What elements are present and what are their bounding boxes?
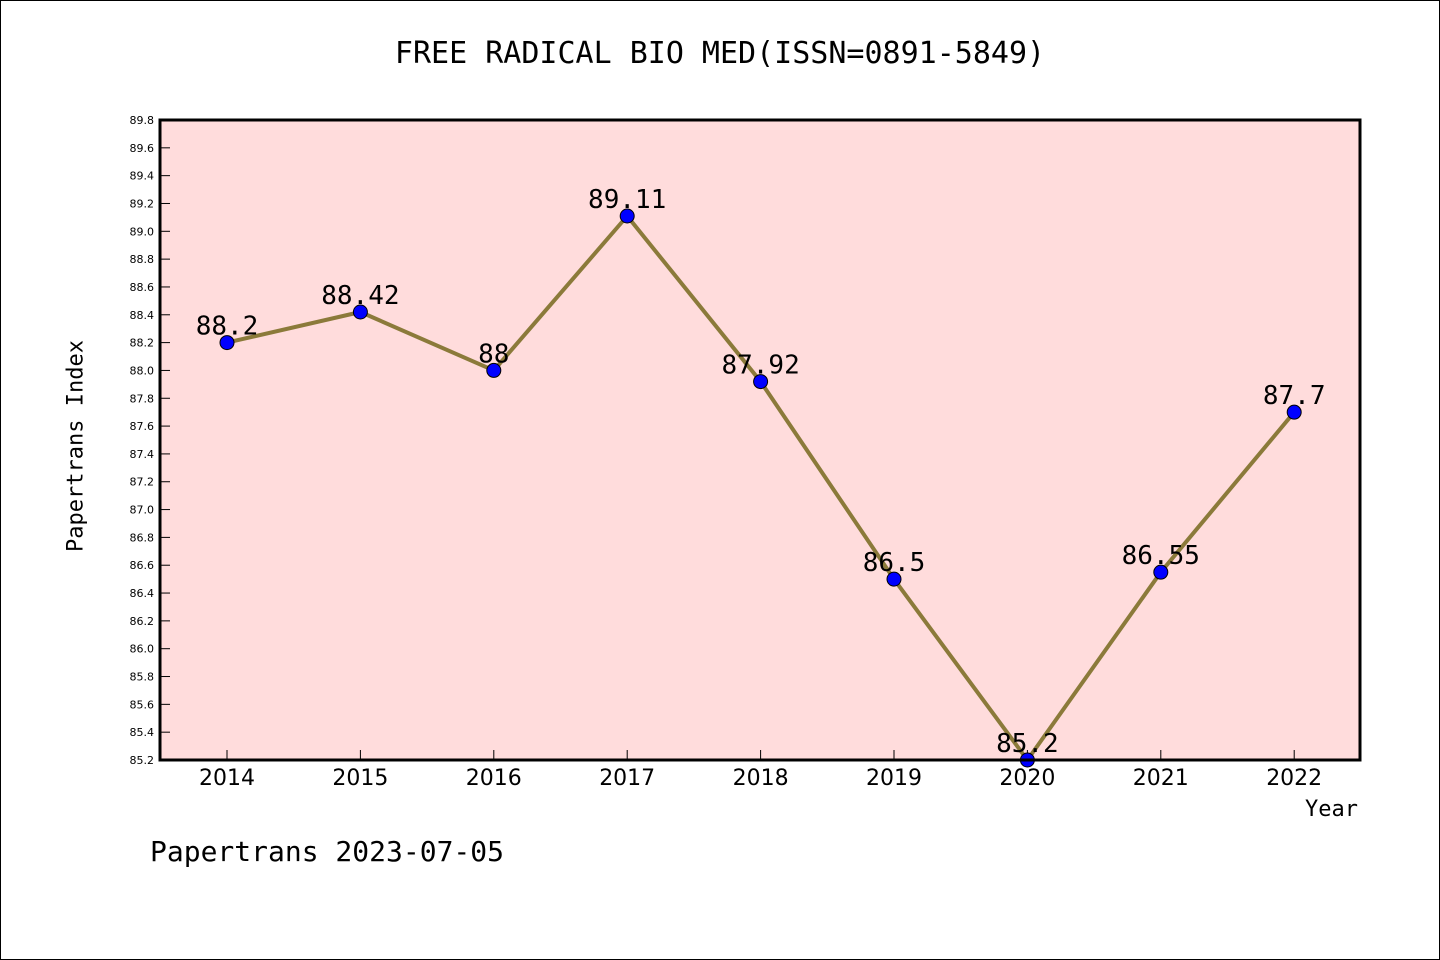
y-tick-label: 86.4 xyxy=(130,587,155,600)
x-axis-ticks: 2014 2015 2016 2017 2018 2019 2020 2021 2022 xyxy=(199,750,1322,791)
y-axis-label: Papertrans Index xyxy=(63,340,89,552)
y-tick-label: 87.0 xyxy=(130,504,155,517)
data-point xyxy=(753,374,769,390)
y-tick-label: 88.6 xyxy=(130,281,155,294)
y-tick-label: 85.2 xyxy=(130,754,155,767)
y-tick-label: 88.8 xyxy=(130,253,155,266)
data-label: 87.92 xyxy=(721,351,799,381)
x-tick-label: 2020 xyxy=(999,766,1055,791)
y-tick-label: 87.4 xyxy=(130,448,155,461)
data-label: 88.2 xyxy=(196,312,259,342)
y-tick-label: 87.2 xyxy=(130,476,155,489)
data-point xyxy=(219,335,235,351)
x-tick-label: 2014 xyxy=(199,766,255,791)
data-label: 85.2 xyxy=(996,729,1059,759)
y-axis-ticks: 85.2 85.4 85.6 85.8 86.0 86.2 86.4 86.6 86.8 87.0… xyxy=(130,114,170,767)
data-label: 86.55 xyxy=(1122,541,1200,571)
x-tick-label: 2018 xyxy=(733,766,789,791)
data-labels: 88.2 88.42 88 89.11 87.92 86.5 85.2 86.55 87.7 xyxy=(196,185,1326,759)
data-point xyxy=(886,571,902,587)
chart-title: FREE RADICAL BIO MED(ISSN=0891-5849) xyxy=(394,36,1046,71)
data-label: 86.5 xyxy=(863,548,926,578)
y-tick-label: 88.0 xyxy=(130,364,155,377)
x-tick-label: 2019 xyxy=(866,766,922,791)
data-label: 87.7 xyxy=(1263,381,1326,411)
y-tick-label: 88.4 xyxy=(130,309,155,322)
x-axis-label: Year xyxy=(1305,797,1358,822)
x-tick-label: 2015 xyxy=(332,766,388,791)
data-label: 88 xyxy=(478,339,509,369)
footer-credit: Papertrans 2023-07-05 xyxy=(150,835,505,868)
data-point xyxy=(1153,564,1169,580)
y-tick-label: 89.0 xyxy=(130,225,155,238)
y-tick-label: 86.0 xyxy=(130,643,155,656)
y-tick-label: 89.2 xyxy=(130,197,155,210)
x-tick-label: 2017 xyxy=(599,766,655,791)
y-tick-label: 85.8 xyxy=(130,671,155,684)
data-label: 89.11 xyxy=(588,185,666,215)
y-tick-label: 85.4 xyxy=(130,726,155,739)
data-point xyxy=(486,362,502,378)
y-tick-label: 89.8 xyxy=(130,114,155,127)
x-tick-label: 2021 xyxy=(1133,766,1189,791)
data-point xyxy=(619,208,635,224)
x-tick-label: 2016 xyxy=(466,766,522,791)
y-tick-label: 87.6 xyxy=(130,420,155,433)
plot-area xyxy=(160,120,1360,760)
plot-border xyxy=(158,118,1362,762)
data-point xyxy=(1286,404,1302,420)
y-tick-label: 87.8 xyxy=(130,392,155,405)
y-tick-label: 86.6 xyxy=(130,559,155,572)
y-tick-label: 85.6 xyxy=(130,698,155,711)
y-tick-label: 89.6 xyxy=(130,142,155,155)
series-markers xyxy=(219,208,1302,768)
y-tick-label: 86.8 xyxy=(130,531,155,544)
x-tick-label: 2022 xyxy=(1266,766,1322,791)
y-tick-label: 89.4 xyxy=(130,170,155,183)
y-tick-label: 86.2 xyxy=(130,615,155,628)
y-tick-label: 88.2 xyxy=(130,337,155,350)
data-point xyxy=(352,304,368,320)
data-label: 88.42 xyxy=(321,281,399,311)
